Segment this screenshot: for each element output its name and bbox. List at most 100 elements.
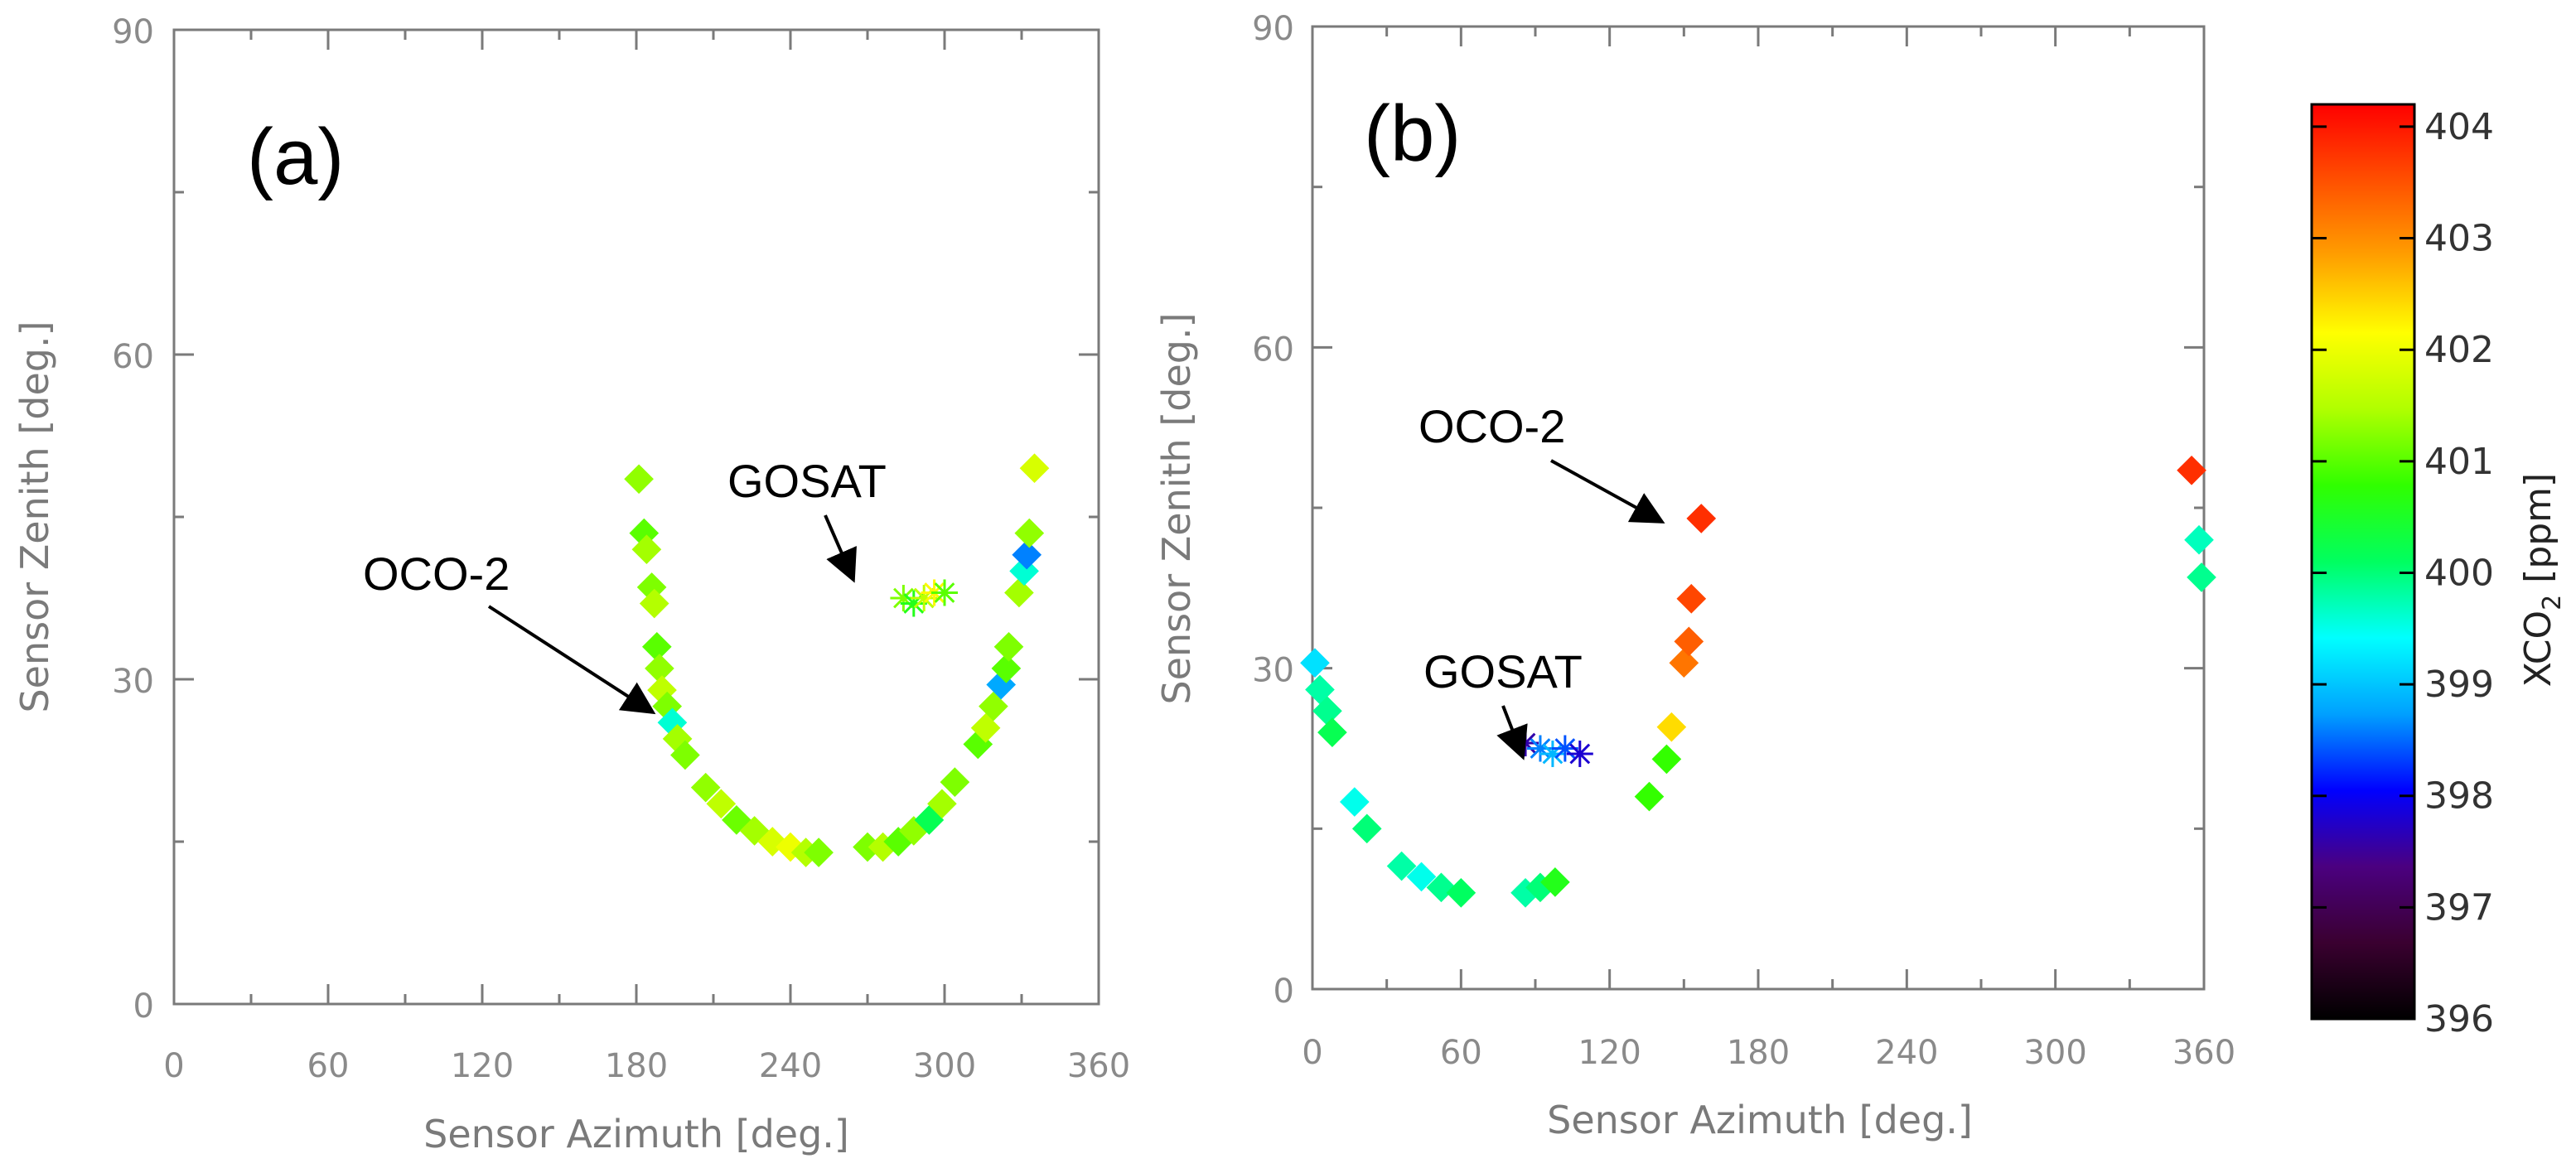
- x-tick-label: 120: [451, 1047, 514, 1085]
- colorbar-tick-label: 400: [2424, 552, 2494, 594]
- panel-b-oco2-annotation: OCO-2: [1418, 400, 1565, 452]
- oco2-diamond-point: [1300, 648, 1330, 678]
- colorbar-tick-label: 399: [2424, 664, 2494, 706]
- panel-a-x-axis-label: Sensor Azimuth [deg.]: [423, 1112, 849, 1156]
- x-tick-label: 240: [1875, 1034, 1938, 1072]
- oco2-diamond-point: [1339, 787, 1370, 817]
- panel-a-y-axis-label: Sensor Zenith [deg.]: [12, 321, 57, 712]
- colorbar-tick-label: 403: [2424, 218, 2494, 260]
- oco2-diamond-point: [1317, 717, 1347, 747]
- oco2-diamond-point: [1676, 583, 1707, 614]
- x-tick-label: 300: [2023, 1034, 2086, 1072]
- panel-b-gosat-annotation: GOSAT: [1423, 645, 1583, 698]
- oco2-diamond-point: [979, 691, 1008, 722]
- colorbar-tick-label: 398: [2424, 775, 2494, 818]
- oco2-diamond-point: [690, 772, 721, 803]
- oco2-diamond-point: [2177, 455, 2206, 485]
- y-tick-label: 90: [112, 13, 154, 51]
- oco2-diamond-point: [706, 789, 737, 819]
- x-tick-label: 0: [163, 1047, 184, 1085]
- panel-a-y-tick-labels: 0 30 60 90: [112, 13, 154, 1026]
- panel-b-gosat-arrow: [1496, 705, 1528, 760]
- panel-b-oco2-arrow: [1550, 459, 1665, 524]
- panel-a-oco2-arrow: [487, 605, 656, 715]
- gosat-asterisk-point: [1566, 740, 1593, 767]
- colorbar-gradient: [2310, 103, 2416, 1021]
- oco2-diamond-point: [970, 712, 1001, 743]
- y-tick-label: 0: [1274, 973, 1294, 1011]
- oco2-diamond-point: [1406, 862, 1437, 892]
- oco2-diamond-point: [1446, 877, 1476, 908]
- oco2-diamond-point: [645, 654, 674, 683]
- oco2-diamond-point: [991, 654, 1022, 683]
- x-tick-label: 360: [2172, 1034, 2235, 1072]
- panel-a-data-points: [624, 453, 1050, 867]
- colorbar-tick-label: 402: [2424, 329, 2494, 371]
- oco2-diamond-point: [1674, 626, 1704, 657]
- panel-a: 0 60 120 180 240 300 360 0 30 60 90 Sensor Azimut…: [12, 13, 1130, 1156]
- panel-b-x-tick-labels: 0 60 120 180 240 300 360: [1302, 1034, 2235, 1072]
- panel-b-tick-marks: [1311, 25, 2206, 991]
- oco2-diamond-point: [624, 464, 654, 495]
- oco2-diamond-point: [1386, 851, 1417, 881]
- oco2-diamond-point: [631, 534, 662, 565]
- oco2-diamond-point: [2184, 524, 2214, 555]
- y-tick-label: 0: [133, 987, 154, 1026]
- panel-b-y-axis-label: Sensor Zenith [deg.]: [1154, 312, 1199, 704]
- x-tick-label: 240: [759, 1047, 822, 1085]
- oco2-diamond-point: [1686, 504, 1717, 533]
- y-tick-label: 30: [1252, 652, 1294, 690]
- oco2-diamond-point: [804, 838, 834, 867]
- x-tick-label: 120: [1578, 1034, 1641, 1072]
- oco2-diamond-point: [1634, 781, 1665, 812]
- x-tick-label: 0: [1302, 1034, 1322, 1072]
- x-tick-label: 300: [913, 1047, 976, 1085]
- colorbar-tick-label: 404: [2424, 106, 2494, 148]
- panel-a-gosat-arrow: [824, 514, 857, 583]
- oco2-diamond-point: [1019, 453, 1050, 484]
- gosat-asterisk-point: [931, 579, 958, 606]
- oco2-diamond-point: [1004, 577, 1034, 608]
- oco2-diamond-point: [1014, 518, 1045, 548]
- oco2-diamond-point: [641, 631, 672, 662]
- colorbar: 396 397 398 399 400 401 402 403 404 XCO2 [ppm]: [2310, 103, 2567, 1040]
- x-tick-label: 60: [1440, 1034, 1482, 1072]
- panel-a-label: (a): [247, 113, 344, 201]
- y-tick-label: 90: [1252, 10, 1294, 48]
- y-tick-label: 60: [112, 338, 154, 376]
- x-tick-label: 60: [307, 1047, 350, 1085]
- colorbar-ticks: 396 397 398 399 400 401 402 403 404: [2312, 106, 2494, 1040]
- oco2-diamond-point: [1540, 867, 1570, 897]
- oco2-diamond-point: [670, 740, 700, 770]
- oco2-diamond-point: [722, 805, 752, 835]
- panel-b-y-tick-labels: 0 30 60 90: [1252, 10, 1294, 1011]
- oco2-diamond-point: [1305, 674, 1335, 705]
- panel-a-x-tick-labels: 0 60 120 180 240 300 360: [163, 1047, 1130, 1085]
- panel-b: 0 60 120 180 240 300 360 0 30 60 90 Sensor Azimut…: [1154, 10, 2235, 1142]
- panel-b-label: (b): [1364, 89, 1461, 178]
- oco2-diamond-point: [739, 816, 770, 846]
- oco2-diamond-point: [993, 631, 1024, 662]
- oco2-diamond-point: [914, 805, 945, 835]
- panel-a-oco2-annotation: OCO-2: [363, 548, 510, 600]
- oco2-diamond-point: [1669, 648, 1699, 678]
- oco2-diamond-point: [1651, 744, 1682, 775]
- oco2-diamond-point: [1351, 813, 1382, 844]
- panel-a-tick-marks: [172, 28, 1100, 1006]
- y-tick-label: 30: [112, 663, 154, 701]
- x-tick-label: 180: [605, 1047, 668, 1085]
- oco2-diamond-point: [927, 789, 957, 819]
- colorbar-title: XCO2 [ppm]: [2517, 473, 2567, 687]
- colorbar-tick-label: 396: [2424, 998, 2494, 1040]
- panel-b-x-axis-label: Sensor Azimuth [deg.]: [1547, 1098, 1973, 1142]
- oco2-diamond-point: [2187, 562, 2216, 592]
- x-tick-label: 360: [1067, 1047, 1130, 1085]
- y-tick-label: 60: [1252, 331, 1294, 369]
- colorbar-tick-label: 397: [2424, 886, 2494, 929]
- oco2-diamond-point: [639, 588, 669, 619]
- oco2-diamond-point: [1656, 712, 1687, 742]
- oco2-diamond-point: [1012, 539, 1042, 570]
- oco2-diamond-point: [940, 767, 970, 797]
- colorbar-tick-label: 401: [2424, 441, 2494, 483]
